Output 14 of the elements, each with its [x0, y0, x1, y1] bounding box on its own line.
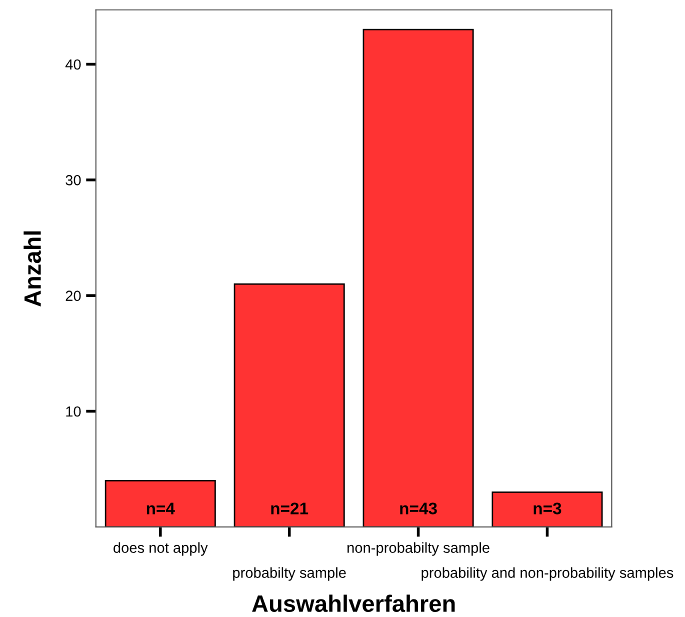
y-axis-title: Anzahl	[24, 231, 41, 307]
y-tick-label: 40	[65, 59, 81, 70]
x-tick-label: probability and non-probability samples	[422, 567, 674, 581]
y-tick-label: 30	[66, 175, 81, 186]
data-label: n=21	[271, 502, 308, 514]
data-label: n=4	[146, 502, 175, 514]
x-tick-label: non-probabilty sample	[348, 542, 490, 556]
y-tick-label: 10	[66, 406, 81, 417]
data-label: n=43	[400, 502, 437, 514]
data-label: n=3	[534, 502, 562, 514]
x-tick-label: probabilty sample	[233, 567, 346, 581]
y-tick-label: 20	[66, 290, 81, 302]
x-tick-label: does not apply	[114, 542, 208, 556]
x-axis-title: Auswahlverfahren	[252, 594, 455, 612]
